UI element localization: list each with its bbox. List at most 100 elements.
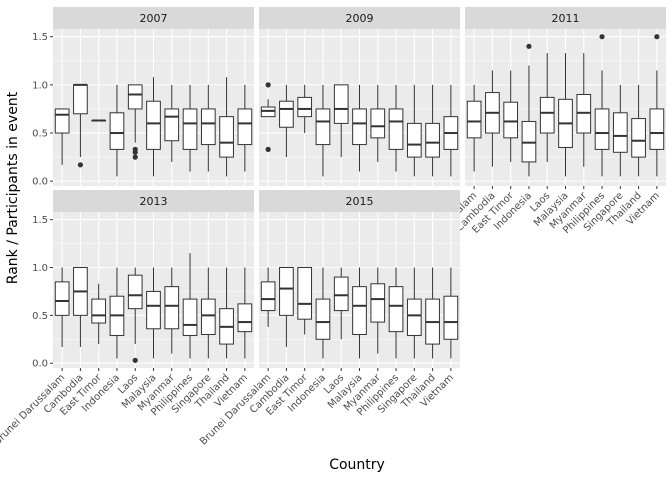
- box-body: [594, 108, 610, 150]
- box-body: [333, 276, 349, 312]
- box-philippines: [388, 84, 404, 172]
- box-thailand: [425, 267, 440, 359]
- box-singapore: [200, 84, 216, 172]
- facet-strip: [465, 7, 666, 29]
- box-body: [164, 108, 180, 142]
- box-body: [612, 112, 628, 153]
- box-brunei-darussalam: [54, 267, 70, 347]
- box-body: [54, 281, 70, 316]
- facet-strip: [53, 190, 254, 212]
- outlier-point: [599, 34, 605, 40]
- box-brunei-darussalam: [260, 82, 276, 152]
- box-laos: [127, 267, 143, 363]
- box-laos: [333, 267, 349, 340]
- box-indonesia: [109, 267, 125, 359]
- box-laos: [333, 84, 349, 158]
- y-tick-label: 1.5: [32, 215, 48, 226]
- box-singapore: [612, 84, 628, 177]
- y-tick-label: 0.0: [32, 177, 48, 188]
- outlier-point: [265, 146, 271, 152]
- box-thailand: [631, 84, 646, 177]
- facet-strip: [259, 190, 460, 212]
- box-body: [200, 108, 216, 146]
- box-body: [109, 112, 125, 150]
- box-cambodia: [73, 267, 88, 347]
- outlier-point: [265, 82, 271, 88]
- outlier-point: [132, 357, 138, 363]
- y-tick-label: 1.0: [32, 263, 48, 274]
- box-body: [388, 108, 404, 150]
- box-body: [631, 118, 646, 158]
- box-body: [388, 286, 404, 333]
- box-body: [406, 122, 422, 158]
- box-body: [297, 96, 313, 118]
- box-singapore: [406, 267, 422, 359]
- box-singapore: [406, 84, 422, 177]
- box-body: [237, 303, 253, 333]
- box-brunei-darussalam: [260, 267, 276, 327]
- x-axis-title: Country: [329, 457, 385, 473]
- facet-strip-label: 2007: [140, 12, 168, 25]
- box-indonesia: [315, 84, 331, 177]
- box-body: [352, 108, 367, 146]
- box-body: [406, 298, 422, 336]
- box-indonesia: [109, 84, 125, 177]
- box-body: [315, 298, 331, 340]
- facet-strip-label: 2015: [346, 195, 374, 208]
- box-thailand: [219, 77, 234, 177]
- box-body: [466, 100, 482, 139]
- box-vietnam: [443, 84, 459, 177]
- box-indonesia: [521, 43, 537, 177]
- box-body: [91, 298, 107, 324]
- y-tick-label: 0.5: [32, 129, 48, 140]
- box-east-timor: [91, 119, 107, 122]
- box-brunei-darussalam: [466, 84, 482, 172]
- box-philippines: [594, 34, 610, 177]
- box-east-timor: [503, 70, 519, 162]
- box-body: [127, 274, 143, 310]
- box-body: [54, 108, 70, 134]
- box-body: [182, 108, 198, 150]
- box-body: [503, 101, 519, 139]
- box-malaysia: [146, 77, 161, 177]
- box-body: [219, 116, 234, 158]
- box-cambodia: [279, 84, 294, 158]
- facet-strip-label: 2013: [140, 195, 168, 208]
- box-thailand: [425, 84, 440, 177]
- facet-strip: [53, 7, 254, 29]
- box-vietnam: [237, 267, 253, 359]
- box-myanmar: [576, 53, 592, 167]
- box-body: [297, 267, 313, 320]
- box-body: [370, 108, 386, 139]
- facet-panel-2009: 2009: [259, 7, 460, 186]
- y-tick-label: 0.5: [32, 311, 48, 322]
- box-singapore: [200, 267, 216, 359]
- box-brunei-darussalam: [54, 108, 70, 165]
- box-cambodia: [279, 267, 294, 347]
- box-philippines: [182, 253, 198, 359]
- facet-panel-2007: 2007 0.0 0.5 1.0 1.5: [32, 7, 254, 188]
- facet-strip-label: 2011: [552, 12, 580, 25]
- box-east-timor: [297, 84, 313, 134]
- outlier-point: [526, 43, 532, 49]
- box-vietnam: [237, 84, 253, 172]
- box-east-timor: [297, 267, 313, 335]
- box-myanmar: [164, 267, 180, 354]
- box-body: [649, 108, 665, 150]
- box-body: [127, 84, 143, 110]
- box-malaysia: [146, 267, 161, 359]
- box-malaysia: [352, 84, 367, 172]
- facet-strip: [259, 7, 460, 29]
- box-myanmar: [164, 84, 180, 162]
- box-cambodia: [485, 70, 500, 167]
- box-body: [200, 298, 216, 336]
- box-body: [146, 100, 161, 150]
- box-body: [443, 295, 459, 340]
- box-malaysia: [352, 267, 367, 359]
- box-body: [333, 84, 349, 124]
- box-body: [260, 281, 276, 312]
- box-body: [182, 298, 198, 336]
- box-laos: [127, 84, 143, 160]
- box-philippines: [388, 267, 404, 359]
